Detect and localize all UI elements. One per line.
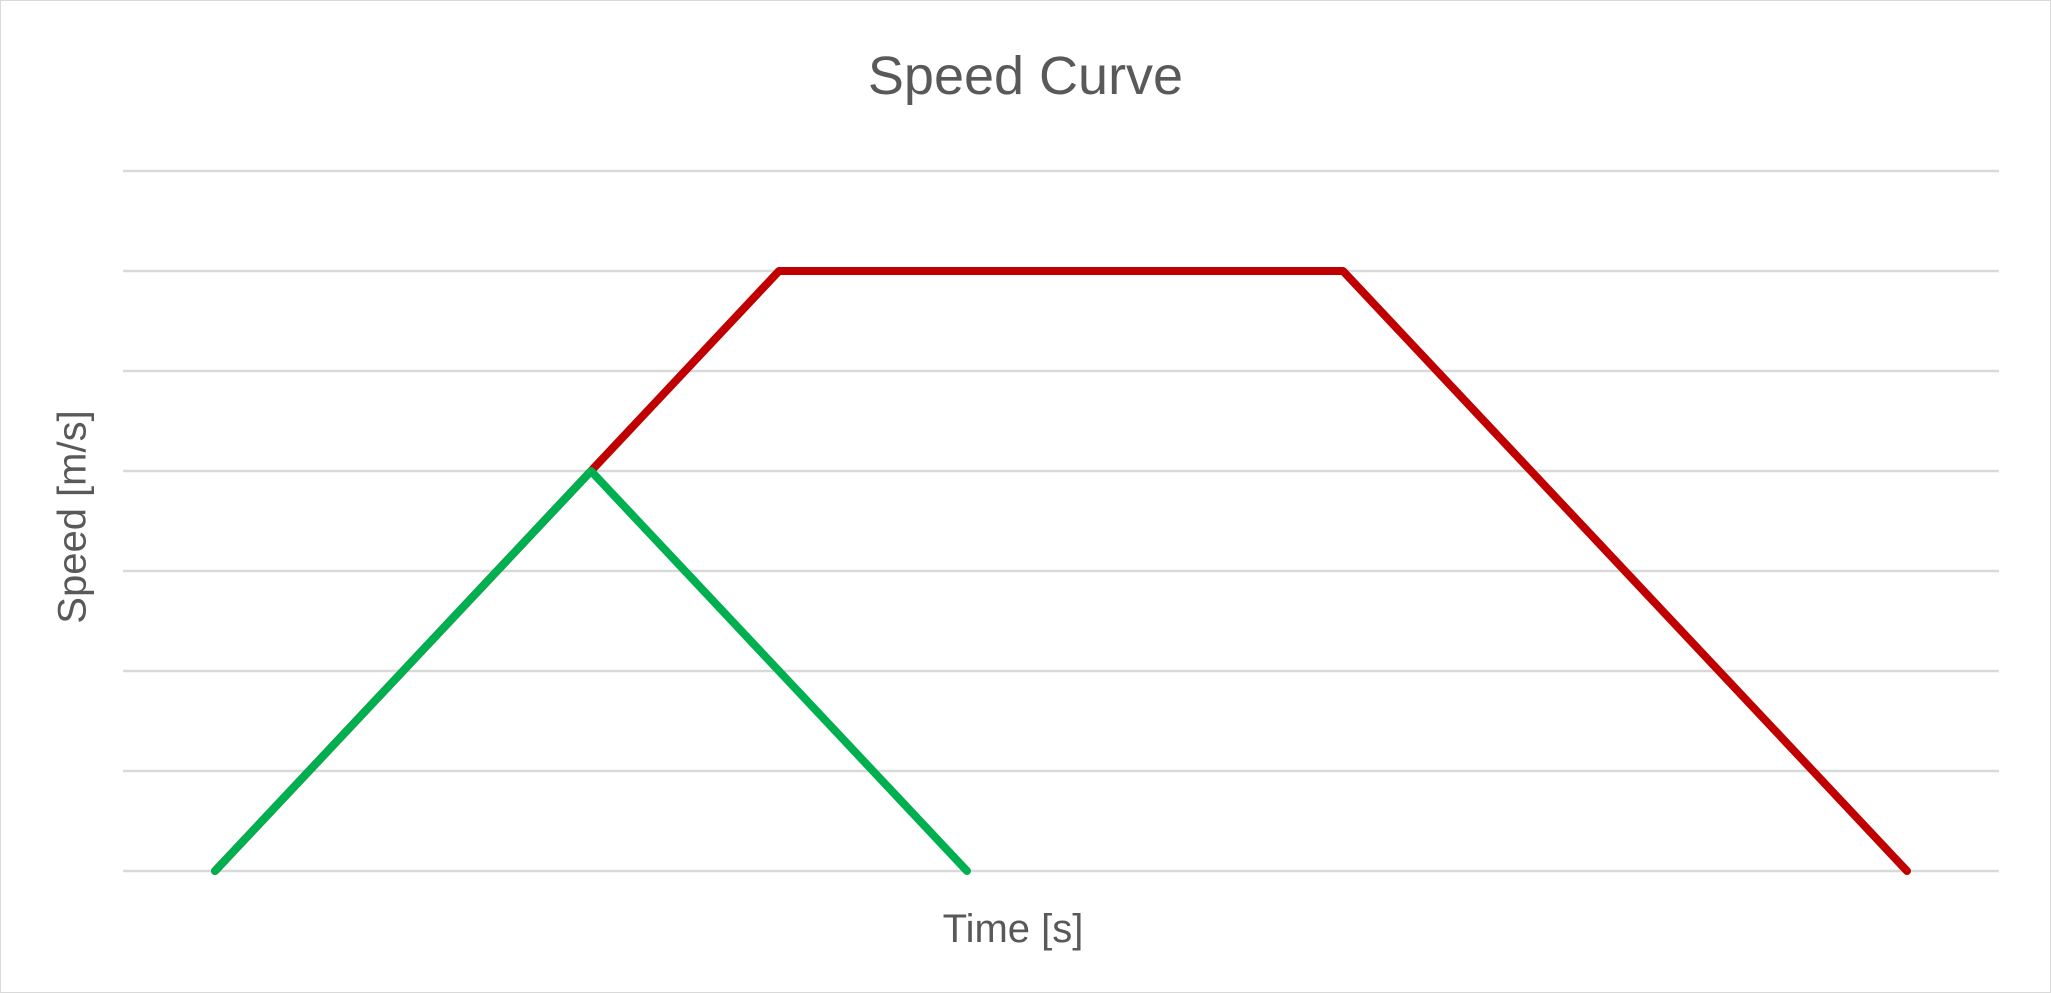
- chart-title: Speed Curve: [867, 46, 1184, 106]
- x-axis-label: Time [s]: [942, 907, 1084, 951]
- series-line-2: [211, 467, 971, 875]
